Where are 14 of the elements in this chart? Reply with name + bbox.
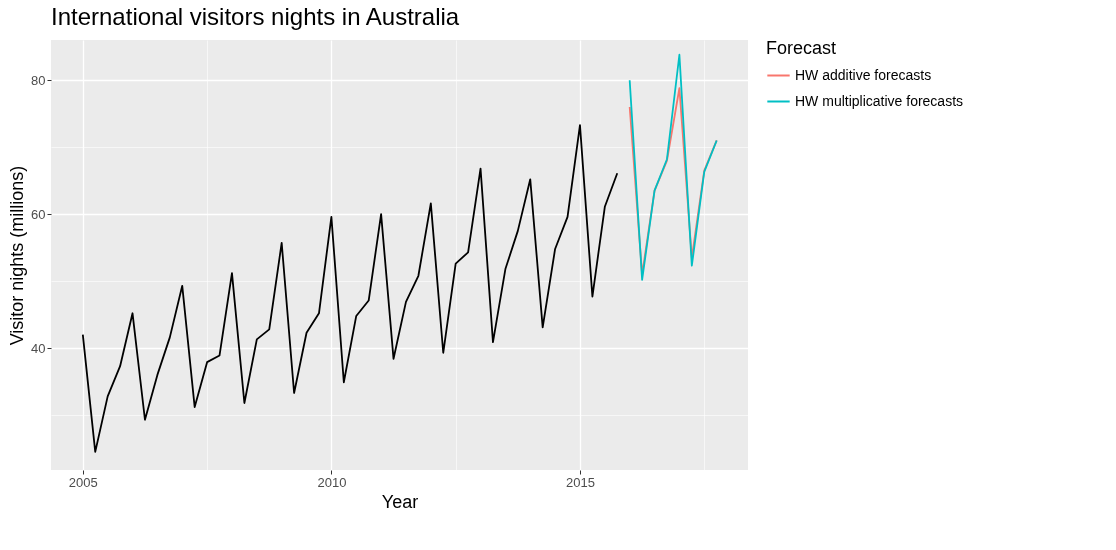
x-axis-title: Year [381, 491, 419, 512]
y-axis-title: Visitor nights (millions) [7, 165, 28, 346]
legend-title: Forecast [766, 38, 837, 58]
legend-label: HW additive forecasts [795, 66, 932, 83]
x-tick-label: 2005 [68, 474, 98, 490]
y-tick-label: 80 [31, 72, 46, 88]
x-tick-label: 2010 [317, 474, 347, 490]
chart-title: International visitors nights in Australia [51, 3, 460, 30]
x-tick-label: 2015 [566, 474, 595, 490]
line-series [628, 53, 718, 281]
legend-label: HW multiplicative forecasts [795, 92, 964, 109]
line-series [81, 124, 619, 453]
y-tick-label: 40 [31, 340, 46, 356]
y-tick-label: 60 [31, 206, 46, 222]
